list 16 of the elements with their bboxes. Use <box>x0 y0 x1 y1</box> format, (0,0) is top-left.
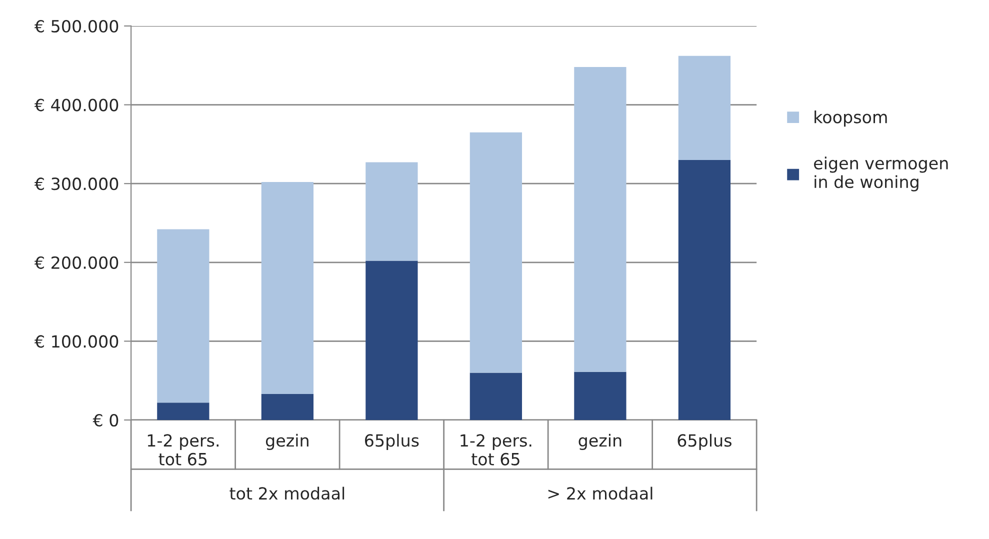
x-tick-label: 65plus <box>678 434 732 450</box>
x-tick-label: 65plus <box>365 434 419 450</box>
x-tick-label: gezin <box>578 434 622 450</box>
y-tick-label: € 200.000 <box>34 256 118 269</box>
x-tick-label: gezin <box>266 434 308 450</box>
legend-label: eigen vermogen in de woning <box>814 156 948 192</box>
y-tick-label: € 100.000 <box>34 335 118 348</box>
x-tick-label: 1-2 pers. tot 65 <box>148 434 218 466</box>
legend-label: koopsom <box>814 110 887 127</box>
text: > 2x modaal <box>548 486 652 500</box>
y-tick-label: € 300.000 <box>34 178 118 190</box>
y-tick-label: € 400.000 <box>34 98 118 112</box>
y-tick-label: € 0 <box>92 414 118 427</box>
y-tick-label: € 500.000 <box>34 20 118 33</box>
text: tot 2x modaal <box>230 486 344 500</box>
x-tick-label: 1-2 pers. tot 65 <box>460 434 532 466</box>
